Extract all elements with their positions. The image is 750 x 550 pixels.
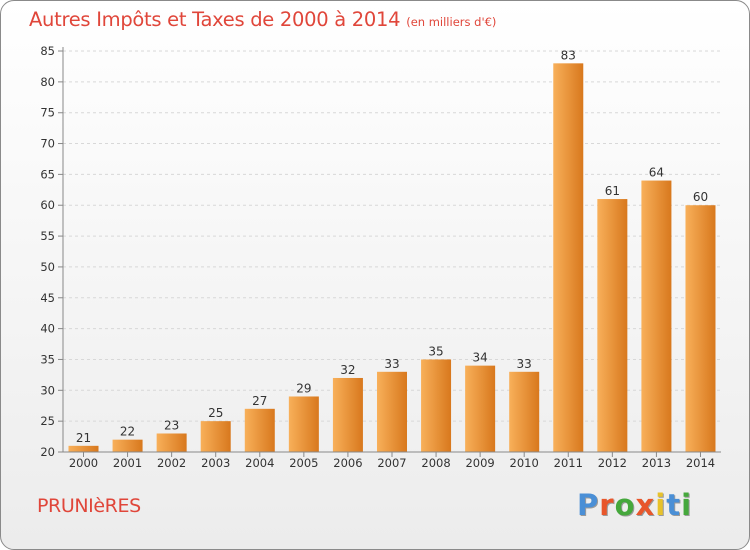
y-tick-label: 85 — [40, 44, 55, 58]
axes — [62, 47, 721, 457]
data-label: 27 — [252, 394, 267, 408]
x-tick-label: 2009 — [465, 456, 494, 470]
data-label: 33 — [517, 357, 532, 371]
y-tick-label: 80 — [40, 75, 55, 89]
data-label: 64 — [649, 166, 664, 180]
x-tick-label: 2012 — [598, 456, 627, 470]
x-tick-label: 2004 — [245, 456, 274, 470]
data-label: 61 — [605, 184, 620, 198]
bar — [156, 433, 187, 452]
data-label: 60 — [693, 190, 708, 204]
bar — [112, 439, 143, 452]
x-tick-label: 2007 — [377, 456, 406, 470]
data-label: 23 — [164, 418, 179, 432]
chart-title: Autres Impôts et Taxes de 2000 à 2014 (en… — [29, 8, 496, 31]
bar — [685, 205, 716, 452]
chart-title-text: Autres Impôts et Taxes de 2000 à 2014 — [29, 8, 401, 31]
x-tick-label: 2003 — [201, 456, 230, 470]
x-tick-label: 2008 — [421, 456, 450, 470]
x-tick-label: 2014 — [686, 456, 715, 470]
y-tick-label: 55 — [40, 229, 55, 243]
y-tick-label: 40 — [40, 322, 55, 336]
x-tick-label: 2013 — [642, 456, 671, 470]
x-tick-label: 2002 — [157, 456, 186, 470]
y-tick-label: 30 — [40, 383, 55, 397]
data-label: 34 — [472, 351, 487, 365]
bar — [244, 408, 275, 452]
bar — [465, 365, 496, 452]
x-tick-label: 2001 — [113, 456, 142, 470]
data-label: 29 — [296, 381, 311, 395]
data-label: 83 — [561, 48, 576, 62]
data-labels: 21 22 23 25 27 29 32 33 35 34 33 83 61 64 60 — [76, 48, 708, 444]
data-label: 22 — [120, 425, 135, 439]
data-label: 35 — [428, 344, 443, 358]
bar — [332, 377, 363, 452]
bar — [376, 371, 407, 452]
logo-letter: i — [681, 488, 693, 522]
x-tick-label: 2011 — [554, 456, 583, 470]
bars — [68, 63, 716, 453]
logo-letter: o — [614, 488, 636, 522]
x-tick-label: 2005 — [289, 456, 318, 470]
bar — [68, 445, 99, 452]
x-tick-label: 2006 — [333, 456, 362, 470]
logo-letter: i — [655, 488, 667, 522]
y-tick-label: 50 — [40, 260, 55, 274]
y-tick-labels: 20 25 30 35 40 45 50 55 60 65 70 75 80 85 — [40, 44, 55, 459]
logo-letter: x — [635, 488, 656, 522]
chart-unit: (en milliers d'€) — [406, 15, 497, 29]
data-label: 25 — [208, 406, 223, 420]
x-tick-label: 2010 — [510, 456, 539, 470]
x-tick-labels: 2000 2001 2002 2003 2004 2005 2006 2007 2008 2009… — [69, 456, 715, 470]
y-tick-label: 25 — [40, 414, 55, 428]
logo-letter: P — [577, 488, 600, 522]
data-label: 32 — [340, 363, 355, 377]
logo-letter: t — [666, 488, 682, 522]
data-label: 33 — [384, 357, 399, 371]
y-tick-label: 75 — [40, 106, 55, 120]
y-tick-label: 65 — [40, 167, 55, 181]
commune-name: PRUNIèRES — [37, 495, 141, 517]
y-tick-label: 20 — [40, 445, 55, 459]
logo-letter: r — [599, 488, 615, 522]
x-tick-label: 2000 — [69, 456, 98, 470]
y-tick-label: 45 — [40, 291, 55, 305]
bar — [421, 359, 452, 452]
bar — [200, 421, 231, 452]
data-label: 21 — [76, 431, 91, 445]
proxiti-logo: Proxiti — [577, 488, 692, 522]
bar — [597, 199, 628, 452]
y-tick-label: 70 — [40, 137, 55, 151]
bar — [288, 396, 319, 452]
bar — [553, 63, 584, 452]
y-tick-label: 60 — [40, 198, 55, 212]
y-tick-label: 35 — [40, 352, 55, 366]
bar — [509, 371, 540, 452]
bar — [641, 180, 672, 453]
